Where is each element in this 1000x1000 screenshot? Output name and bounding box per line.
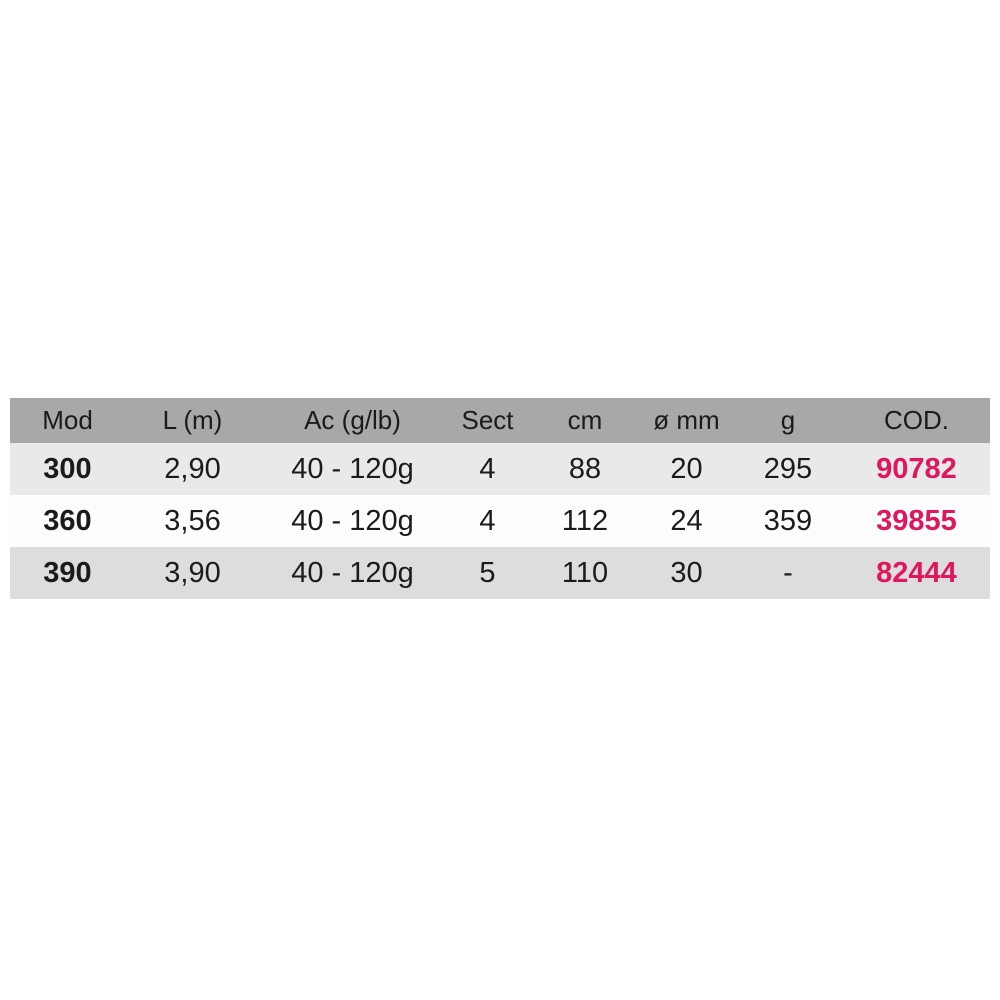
cell-cm: 88 (568, 452, 602, 485)
column-header-action: Ac (g/lb) (304, 405, 401, 435)
cell-cm: 110 (561, 556, 609, 589)
table-row-360: 360 3,56 40 - 120g 4 112 24 359 39855 (10, 495, 990, 547)
column-header-diameter-mm: ø mm (653, 405, 720, 435)
column-header-cm: cm (567, 405, 603, 435)
cell-weight-g: 295 (763, 452, 813, 485)
cell-weight-g: - (783, 556, 793, 589)
cell-mod: 300 (43, 452, 92, 485)
column-header-sections: Sect (461, 405, 514, 435)
cell-mod: 360 (43, 504, 92, 537)
cell-diameter-mm: 30 (670, 556, 703, 589)
column-header-mod: Mod (42, 405, 93, 435)
spec-table: Mod L (m) Ac (g/lb) Sect cm ø mm g COD. … (10, 398, 990, 599)
cell-sections: 4 (479, 504, 496, 537)
column-header-cod: COD. (884, 405, 949, 435)
cell-length-m: 3,90 (164, 556, 221, 589)
cell-sections: 4 (479, 452, 496, 485)
cell-length-m: 2,90 (164, 452, 221, 485)
cell-diameter-mm: 24 (670, 504, 703, 537)
column-header-length-m: L (m) (162, 405, 223, 435)
cell-action: 40 - 120g (291, 556, 414, 589)
cell-action: 40 - 120g (291, 452, 414, 485)
cell-mod: 390 (43, 556, 92, 589)
spec-table-body: 300 2,90 40 - 120g 4 88 20 295 90782 360… (10, 443, 990, 599)
spec-table-header: Mod L (m) Ac (g/lb) Sect cm ø mm g COD. (10, 398, 990, 443)
cell-sections: 5 (479, 556, 496, 589)
cell-diameter-mm: 20 (670, 452, 703, 485)
table-row-390: 390 3,90 40 - 120g 5 110 30 - 82444 (10, 547, 990, 599)
cell-action: 40 - 120g (291, 504, 414, 537)
cell-cm: 112 (561, 504, 609, 537)
cell-cod: 90782 (876, 452, 957, 485)
header-row: Mod L (m) Ac (g/lb) Sect cm ø mm g COD. (10, 398, 990, 443)
column-header-weight-g: g (780, 405, 796, 435)
table-row-300: 300 2,90 40 - 120g 4 88 20 295 90782 (10, 443, 990, 495)
cell-weight-g: 359 (763, 504, 813, 537)
cell-cod: 39855 (876, 504, 957, 537)
cell-length-m: 3,56 (164, 504, 221, 537)
cell-cod: 82444 (876, 556, 957, 589)
